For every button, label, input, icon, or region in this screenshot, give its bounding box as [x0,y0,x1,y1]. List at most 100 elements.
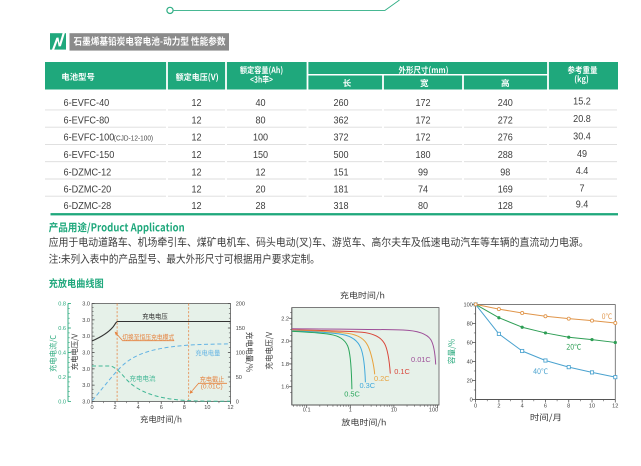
svg-text:4: 4 [521,404,524,410]
svg-text:100: 100 [236,351,245,357]
svg-text:0: 0 [474,404,477,410]
svg-text:(CJD-12-100): (CJD-12-100) [114,133,154,142]
svg-text:20: 20 [255,185,265,196]
svg-text:0.3C: 0.3C [359,381,375,390]
svg-text:172: 172 [415,115,430,126]
svg-text:74: 74 [418,185,428,196]
svg-text:100: 100 [253,133,268,144]
svg-text:3.0: 3.0 [82,318,90,324]
svg-text:20: 20 [467,378,473,384]
svg-text:1.6: 1.6 [281,385,289,391]
svg-text:12: 12 [191,201,201,212]
svg-text:99: 99 [418,167,428,178]
svg-text:12: 12 [191,133,201,144]
svg-text:40: 40 [467,359,473,365]
svg-text:180: 180 [415,150,430,161]
svg-text:4: 4 [137,405,140,411]
svg-text:80: 80 [418,201,428,212]
svg-text:151: 151 [333,167,348,178]
svg-text:7: 7 [579,183,584,194]
svg-text:0.2: 0.2 [58,375,66,381]
svg-text:200: 200 [236,302,245,308]
svg-text:0.4: 0.4 [58,351,66,357]
svg-text:0: 0 [470,398,473,404]
svg-text:28: 28 [255,201,265,212]
svg-text:3.0: 3.0 [82,400,90,406]
svg-text:100: 100 [463,302,472,308]
svg-text:50: 50 [236,375,242,381]
svg-text:10: 10 [204,405,210,411]
svg-text:128: 128 [498,201,513,212]
svg-text:9.4: 9.4 [576,200,589,211]
svg-text:181: 181 [333,185,348,196]
svg-text:0.01C: 0.01C [411,355,431,364]
svg-text:3.0: 3.0 [82,302,90,308]
svg-text:150: 150 [236,326,245,332]
svg-text:100: 100 [429,407,438,413]
svg-text:6: 6 [544,404,547,410]
svg-text:500: 500 [333,150,348,161]
svg-text:169: 169 [498,185,513,196]
svg-text:15.2: 15.2 [573,97,591,108]
svg-text:150: 150 [253,150,268,161]
svg-text:6: 6 [160,405,163,411]
svg-text:8: 8 [183,405,186,411]
svg-text:49: 49 [577,149,587,160]
svg-text:20.8: 20.8 [573,114,591,125]
svg-text:0.2C: 0.2C [374,374,390,383]
svg-text:1.8: 1.8 [281,362,289,368]
svg-text:4.4: 4.4 [576,166,589,177]
svg-text:0: 0 [90,405,93,411]
svg-text:12: 12 [227,405,233,411]
svg-text:172: 172 [415,98,430,109]
svg-text:80: 80 [467,321,473,327]
svg-text:3.0: 3.0 [82,367,90,373]
svg-text:272: 272 [498,115,513,126]
svg-text:12: 12 [255,167,265,178]
svg-text:276: 276 [498,133,513,144]
svg-text:6-DZMC-12: 6-DZMC-12 [64,167,112,178]
svg-text:80: 80 [255,115,265,126]
svg-text:362: 362 [333,115,348,126]
svg-text:6-EVFC-100: 6-EVFC-100 [64,133,115,144]
svg-text:12: 12 [191,115,201,126]
svg-text:3.0: 3.0 [82,351,90,357]
svg-text:288: 288 [498,150,513,161]
svg-text:318: 318 [333,201,348,212]
svg-text:98: 98 [500,167,510,178]
svg-text:40: 40 [255,98,265,109]
svg-text:6-EVFC-80: 6-EVFC-80 [64,115,110,126]
svg-text:0.1: 0.1 [303,407,311,413]
svg-text:3.0: 3.0 [82,334,90,340]
svg-text:12: 12 [612,404,618,410]
svg-text:6-EVFC-40: 6-EVFC-40 [64,98,110,109]
svg-text:0.8: 0.8 [58,302,66,308]
svg-text:3.0: 3.0 [82,383,90,389]
svg-text:2: 2 [497,404,500,410]
svg-text:172: 172 [415,133,430,144]
svg-text:372: 372 [333,133,348,144]
svg-text:1: 1 [349,407,352,413]
svg-text:2: 2 [114,405,117,411]
svg-text:260: 260 [333,98,348,109]
svg-text:0.6: 0.6 [58,326,66,332]
svg-text:6-DZMC-28: 6-DZMC-28 [64,201,112,212]
svg-text:10: 10 [589,404,595,410]
svg-text:12: 12 [191,185,201,196]
svg-text:0.5C: 0.5C [344,390,360,399]
svg-text:(0.01C): (0.01C) [201,384,223,391]
svg-text:240: 240 [498,98,513,109]
svg-text:12: 12 [191,98,201,109]
svg-text:0: 0 [236,400,239,406]
svg-text:12: 12 [191,167,201,178]
svg-text:8: 8 [567,404,570,410]
svg-text:2.0: 2.0 [281,339,289,345]
svg-text:6-EVFC-150: 6-EVFC-150 [64,150,115,161]
svg-text:60: 60 [467,340,473,346]
svg-text:12: 12 [191,150,201,161]
svg-text:0.0: 0.0 [58,400,66,406]
svg-text:30.4: 30.4 [573,131,591,142]
svg-text:6-DZMC-20: 6-DZMC-20 [64,185,112,196]
svg-text:2.2: 2.2 [281,316,289,322]
svg-text:10: 10 [391,407,397,413]
